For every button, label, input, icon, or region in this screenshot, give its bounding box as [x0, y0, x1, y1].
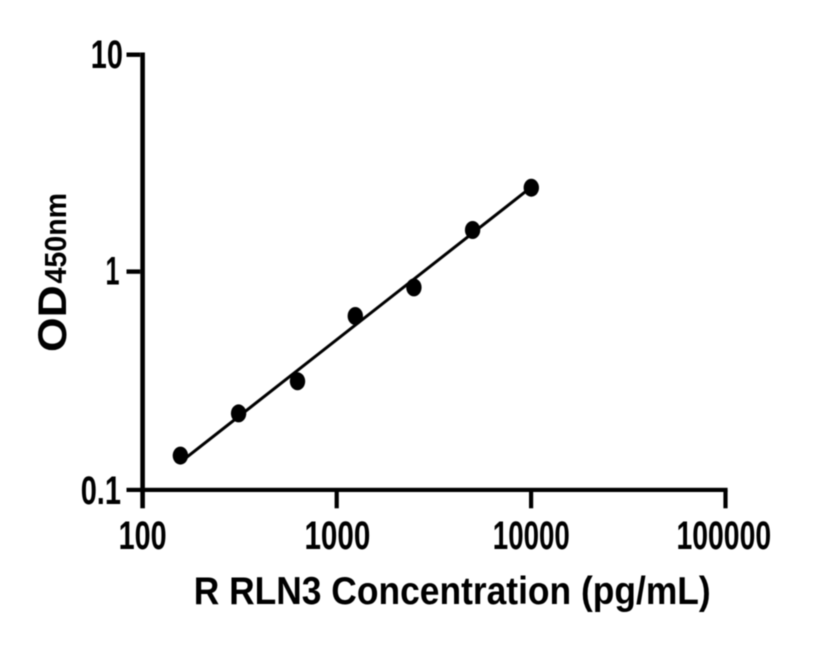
svg-text:450nm: 450nm [38, 193, 73, 284]
svg-text:1000: 1000 [304, 513, 370, 558]
svg-text:1: 1 [106, 250, 120, 294]
svg-text:0.1: 0.1 [81, 469, 121, 513]
svg-text:OD: OD [31, 285, 75, 352]
svg-text:R RLN3 Concentration (pg/mL): R RLN3 Concentration (pg/mL) [194, 570, 711, 613]
svg-text:10: 10 [91, 33, 123, 77]
svg-text:100: 100 [119, 513, 167, 558]
svg-text:10000: 10000 [493, 513, 570, 558]
svg-text:100000: 100000 [676, 513, 771, 558]
